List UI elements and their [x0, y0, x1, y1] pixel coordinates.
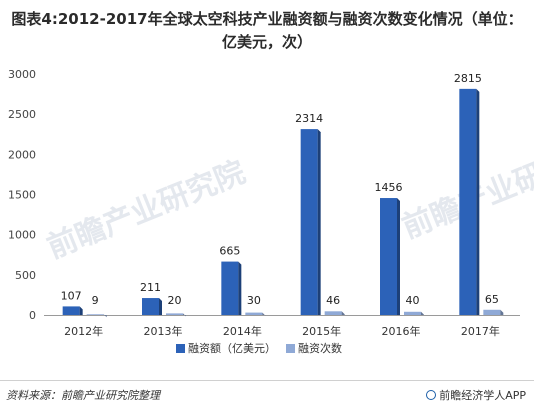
bar-funding-amount-side [476, 88, 480, 315]
bar-funding-amount [300, 129, 318, 315]
bar-funding-count-side [103, 314, 107, 318]
source-note: 资料来源：前瞻产业研究院整理 [6, 389, 160, 402]
x-tick-label: 2015年 [302, 324, 341, 338]
y-tick-label: 2500 [8, 108, 36, 121]
data-label-funding-count: 30 [247, 294, 261, 307]
data-label-funding-amount: 1456 [375, 181, 403, 194]
bar-funding-count [324, 311, 342, 315]
bar-funding-amount [62, 306, 80, 315]
bar-funding-amount [142, 298, 159, 315]
y-tick-label: 2000 [8, 148, 36, 161]
data-label-funding-count: 40 [406, 294, 420, 307]
bar-funding-count-side [341, 311, 345, 315]
legend-swatch [286, 344, 295, 353]
bar-chart: 0 500 1000 1500 2000 2500 3000 107 9 2012年 211 20 20… [8, 68, 520, 355]
x-tick-label: 2014年 [223, 324, 262, 338]
legend-label: 融资次数 [298, 341, 342, 355]
y-tick-label: 3000 [8, 68, 36, 81]
data-label-funding-amount: 107 [61, 289, 82, 302]
bar-funding-amount [221, 261, 239, 315]
bar-funding-amount-side [159, 298, 162, 315]
bar-funding-count [404, 311, 421, 315]
bar-funding-count [245, 312, 263, 315]
data-label-funding-amount: 211 [140, 281, 161, 294]
x-tick-label: 2012年 [64, 324, 103, 338]
bar-funding-count [166, 313, 183, 315]
bar-funding-amount-side [238, 261, 242, 315]
data-label-funding-count: 9 [92, 294, 99, 307]
x-tick-label: 2017年 [461, 324, 500, 338]
y-tick-label: 500 [15, 269, 36, 282]
x-tick-label: 2013年 [144, 324, 183, 338]
bar-funding-amount-side [317, 129, 321, 315]
bar-funding-amount-side [79, 306, 83, 315]
brand-credit: 前瞻经济学人APP [426, 387, 526, 403]
bar-funding-count [483, 309, 501, 315]
y-tick-label: 1000 [8, 229, 36, 242]
data-label-funding-count: 65 [485, 293, 499, 306]
legend-label: 融资额（亿美元） [188, 342, 276, 355]
data-label-funding-amount: 2314 [295, 112, 323, 125]
y-tick-label: 0 [29, 309, 36, 322]
bar-funding-amount [380, 198, 397, 315]
bar-funding-count-side [183, 313, 186, 317]
bar-funding-count-side [421, 311, 424, 315]
bar-funding-amount [459, 88, 477, 315]
x-tick-label: 2016年 [382, 324, 421, 338]
data-label-funding-count: 46 [326, 294, 340, 307]
brand-logo-icon [426, 390, 437, 400]
bar-funding-count [86, 314, 104, 315]
brand-label: 前瞻经济学人APP [439, 389, 526, 402]
footer: 资料来源：前瞻产业研究院整理 前瞻经济学人APP [0, 380, 534, 407]
data-label-funding-amount: 665 [219, 245, 240, 258]
bar-funding-amount-side [397, 198, 400, 315]
y-tick-label: 1500 [8, 189, 36, 202]
data-label-funding-amount: 2815 [454, 72, 482, 85]
legend-swatch [176, 344, 185, 353]
data-label-funding-count: 20 [168, 294, 182, 307]
chart-title: 图表4:2012-2017年全球太空科技产业融资额与融资次数变化情况（单位：亿美… [11, 10, 523, 51]
bar-funding-count-side [262, 312, 266, 316]
bar-funding-count-side [500, 309, 504, 315]
